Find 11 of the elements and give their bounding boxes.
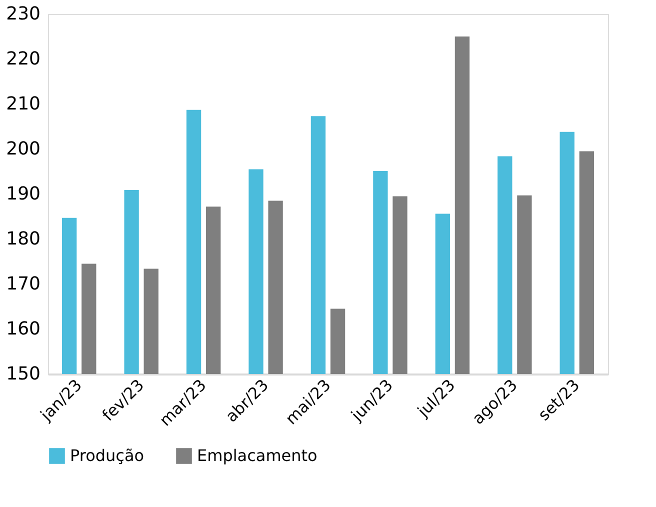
y-tick-label: 210 — [6, 94, 40, 114]
y-tick-label: 160 — [6, 318, 40, 340]
y-tick-label: 220 — [6, 48, 40, 70]
y-tick-label: 230 — [6, 4, 40, 24]
y-tick-label: 150 — [6, 364, 40, 384]
y-tick-label: 170 — [6, 274, 40, 294]
legend-label: Produção — [70, 446, 144, 465]
y-tick-label: 190 — [6, 184, 40, 204]
y-tick-label: 180 — [6, 228, 40, 250]
legend-label: Emplacamento — [197, 446, 318, 465]
y-tick-label: 200 — [6, 138, 40, 160]
